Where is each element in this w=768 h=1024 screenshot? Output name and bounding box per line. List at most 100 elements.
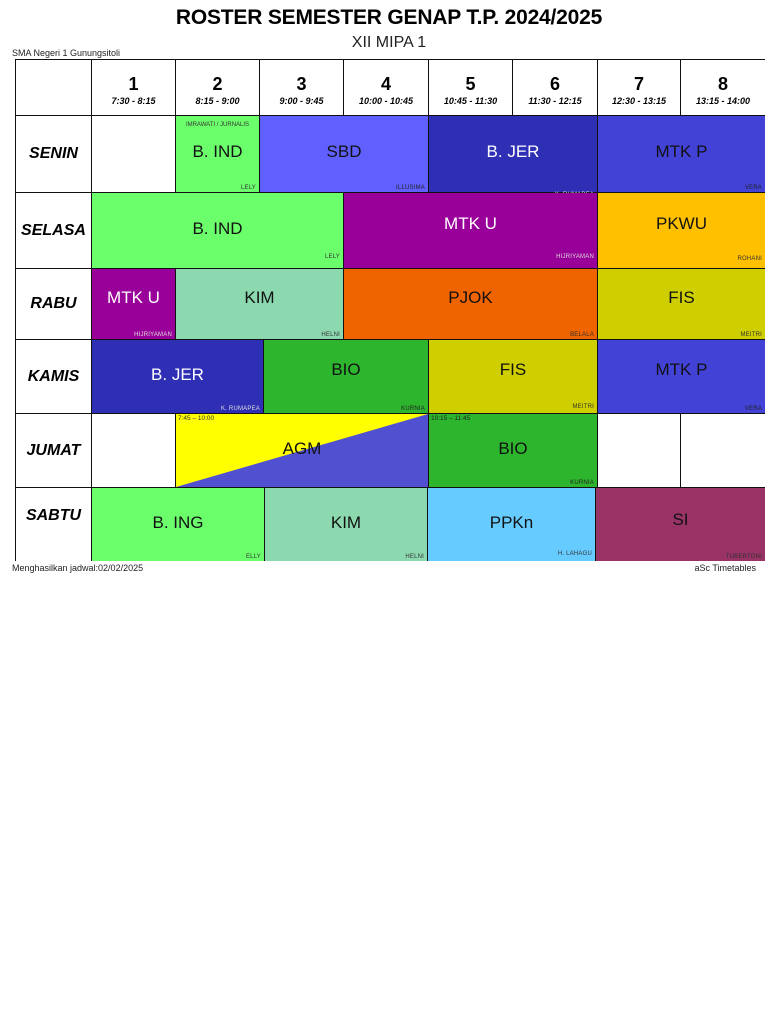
lesson-subject: PKWU: [656, 213, 707, 233]
lesson-teacher: H. LAHAGU: [557, 551, 592, 557]
empty-slot: [92, 414, 176, 488]
period-number: 6: [549, 74, 560, 94]
lesson-rabu-mtku[interactable]: MTK U HIJRIYAMAN: [92, 269, 176, 340]
lesson-teacher: HIJRIYAMAN: [134, 332, 172, 338]
day-label-selasa: SELASA: [16, 193, 92, 269]
lesson-sabtu-ppkn[interactable]: PPKn H. LAHAGU: [428, 488, 596, 561]
lesson-subject: BIO: [498, 438, 528, 458]
lesson-subject: B. JER: [151, 364, 204, 384]
lesson-teacher: VERA: [744, 406, 762, 412]
period-number: 4: [380, 74, 391, 94]
lesson-jumat-bio[interactable]: 10:15 – 11:45 BIO KURNIA: [429, 414, 598, 488]
empty-slot: [598, 414, 681, 488]
lesson-senin-bjer[interactable]: B. JER K. RUMAPEA: [429, 116, 598, 198]
lesson-rabu-pjok[interactable]: PJOK BELALA: [344, 269, 598, 340]
lesson-teacher: LELY: [324, 254, 340, 260]
page-title: ROSTER SEMESTER GENAP T.P. 2024/2025: [175, 6, 603, 29]
lesson-rabu-fis[interactable]: FIS MEITRI: [598, 269, 765, 340]
lesson-sabtu-kim[interactable]: KIM HELNI: [265, 488, 428, 561]
lesson-senin-mtkp[interactable]: MTK P VERA: [598, 116, 765, 193]
lesson-teacher: HELNI: [405, 554, 424, 560]
lesson-subject: MTK P: [655, 359, 708, 379]
lesson-senin-sbd[interactable]: SBD ILLUSIMA: [260, 116, 429, 193]
lesson-teacher: KURNIA: [401, 406, 425, 412]
lesson-subject: FIS: [499, 359, 527, 379]
day-label-sabtu: SABTU: [16, 488, 92, 561]
lesson-teacher: KURNIA: [570, 480, 594, 486]
period-time: 10:00 - 10:45: [358, 96, 414, 106]
period-number: 1: [128, 74, 139, 94]
lesson-subject: B. IND: [192, 218, 243, 238]
lesson-subject: B. JER: [486, 142, 540, 161]
lesson-subject: FIS: [668, 288, 695, 307]
period-number: 5: [465, 74, 476, 94]
lesson-teacher: BELALA: [570, 332, 594, 338]
day-label-jumat: JUMAT: [16, 414, 92, 488]
timetable-grid: 1 7:30 - 8:15 2 8:15 - 9:00 3 9:00 - 9:45 4…: [15, 59, 765, 561]
lesson-teacher: MEITRI: [572, 404, 594, 410]
lesson-subject: KIM: [244, 288, 275, 307]
period-time: 9:00 - 9:45: [279, 96, 324, 106]
period-time: 8:15 - 9:00: [195, 96, 240, 106]
lesson-teacher: MEITRI: [740, 332, 762, 338]
lesson-subject: BIO: [331, 359, 361, 379]
lesson-time-note: 7:45 – 10:00: [178, 415, 215, 422]
day-label-rabu: RABU: [16, 269, 92, 340]
lesson-kamis-bjer[interactable]: B. JER K. RUMAPEA: [92, 340, 264, 414]
split-diagonal: [176, 414, 428, 487]
period-header-6: 6 11:30 - 12:15: [513, 60, 598, 116]
lesson-subject: MTK U: [107, 288, 160, 307]
lesson-kamis-bio[interactable]: BIO KURNIA: [264, 340, 429, 414]
lesson-teacher: TUBERTONI: [725, 554, 762, 560]
lesson-teacher: HIJRIYAMAN: [556, 254, 594, 260]
lesson-subject: MTK P: [655, 142, 708, 161]
day-label-senin: SENIN: [16, 116, 92, 193]
period-number: 7: [633, 74, 644, 94]
lesson-subject: MTK U: [444, 213, 497, 233]
period-header-7: 7 12:30 - 13:15: [598, 60, 681, 116]
lesson-senin-bind[interactable]: IMRAWATI / JURNALIS B. IND LELY: [176, 116, 260, 193]
period-time: 7:30 - 8:15: [111, 96, 156, 106]
lesson-teacher: ILLUSIMA: [396, 185, 425, 191]
period-header-2: 2 8:15 - 9:00: [176, 60, 260, 116]
lesson-teacher: VERA: [744, 185, 762, 191]
lesson-kamis-fis[interactable]: FIS MEITRI: [429, 340, 598, 414]
lesson-subject: SBD: [326, 142, 362, 161]
lesson-teacher: HELNI: [321, 332, 340, 338]
lesson-selasa-bind[interactable]: B. IND LELY: [92, 193, 344, 269]
lesson-selasa-pkwu[interactable]: PKWU ROHANI: [598, 193, 765, 269]
lesson-note: IMRAWATI / JURNALIS: [185, 122, 250, 128]
corner-cell: [16, 60, 92, 116]
lesson-subject: SI: [672, 509, 689, 529]
period-time: 10:45 - 11:30: [443, 96, 498, 106]
lesson-kamis-mtkp[interactable]: MTK P VERA: [598, 340, 765, 414]
lesson-selasa-mtku[interactable]: MTK U HIJRIYAMAN: [344, 193, 598, 269]
empty-slot: [681, 414, 765, 488]
lesson-subject: B. IND: [192, 142, 243, 161]
empty-slot: [92, 116, 176, 193]
period-header-4: 4 10:00 - 10:45: [344, 60, 429, 116]
period-header-3: 3 9:00 - 9:45: [260, 60, 344, 116]
lesson-subject: PJOK: [448, 288, 493, 307]
lesson-sabtu-bing[interactable]: B. ING ELLY: [92, 488, 265, 561]
period-time: 13:15 - 14:00: [695, 96, 751, 106]
generated-date: Menghasilkan jadwal:02/02/2025: [12, 563, 144, 573]
period-header-5: 5 10:45 - 11:30: [429, 60, 513, 116]
lesson-teacher: K. RUMAPEA: [220, 406, 260, 412]
lesson-subject: KIM: [330, 512, 362, 532]
lesson-teacher: ELLY: [245, 554, 261, 560]
school-name: SMA Negeri 1 Gunungsitoli: [12, 48, 121, 58]
brand-label: aSc Timetables: [694, 563, 756, 573]
period-time: 12:30 - 13:15: [611, 96, 667, 106]
class-name: XII MIPA 1: [351, 34, 427, 51]
day-label-kamis: KAMIS: [16, 340, 92, 414]
lesson-subject: PPKn: [489, 512, 534, 532]
period-number: 8: [717, 74, 728, 94]
lesson-sabtu-si[interactable]: SI TUBERTONI: [596, 488, 765, 561]
lesson-jumat-agm[interactable]: 7:45 – 10:00 AGM: [176, 414, 429, 488]
lesson-subject: AGM: [282, 438, 322, 458]
period-header-8: 8 13:15 - 14:00: [681, 60, 765, 116]
period-time: 11:30 - 12:15: [528, 96, 582, 106]
lesson-time-note: 10:15 – 11:45: [431, 415, 471, 422]
lesson-rabu-kim[interactable]: KIM HELNI: [176, 269, 344, 340]
